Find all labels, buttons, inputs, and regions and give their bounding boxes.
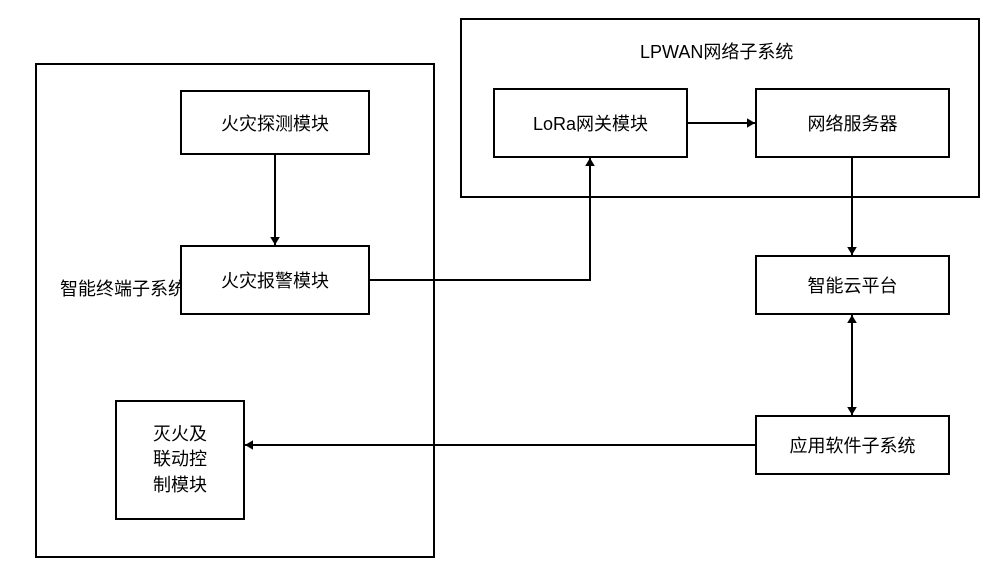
container-label-left_container: 智能终端子系统: [60, 275, 186, 301]
node-alarm: 火灾报警模块: [180, 245, 370, 315]
node-netsrv: 网络服务器: [755, 88, 950, 158]
container-label-right_container: LPWAN网络子系统: [640, 38, 793, 64]
node-control: 灭火及 联动控 制模块: [115, 400, 245, 520]
node-lora: LoRa网关模块: [493, 88, 688, 158]
node-detect: 火灾探测模块: [180, 90, 370, 155]
node-appsw: 应用软件子系统: [755, 415, 950, 475]
node-cloud: 智能云平台: [755, 255, 950, 315]
